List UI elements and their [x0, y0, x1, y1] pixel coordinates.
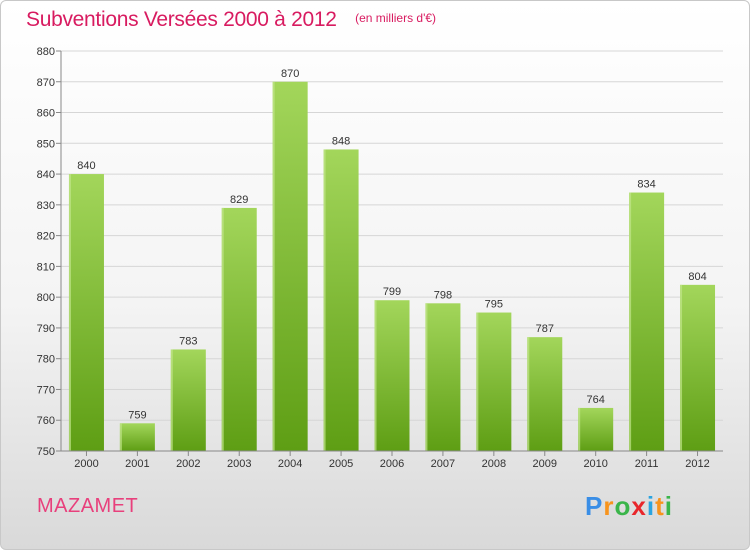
chart-title: Subventions Versées 2000 à 2012 [26, 8, 337, 31]
x-tick-label: 2003 [227, 458, 251, 470]
y-tick-label: 850 [37, 138, 55, 150]
bar [170, 349, 206, 451]
y-tick-label: 770 [37, 384, 55, 396]
bar-layer [68, 81, 716, 452]
logo-letter: x [631, 491, 647, 521]
y-tick-label: 780 [37, 354, 55, 366]
bar [119, 423, 155, 451]
y-tick-label: 880 [37, 46, 55, 58]
bar [578, 407, 614, 451]
bar-highlight [323, 149, 326, 451]
logo-letter: i [646, 491, 656, 521]
x-tick-label: 2001 [125, 458, 149, 470]
logo-letter: i [664, 491, 673, 521]
data-label: 870 [281, 68, 299, 80]
y-tick-label: 830 [37, 200, 55, 212]
data-label: 799 [383, 286, 401, 298]
bar-highlight [68, 174, 71, 452]
data-label: 840 [77, 160, 95, 172]
bar [629, 192, 665, 452]
y-tick-label: 840 [37, 169, 55, 181]
y-tick-label: 860 [37, 108, 55, 120]
logo-letter: t [655, 491, 665, 521]
logo-letter: o [614, 491, 632, 521]
y-tick-label: 870 [37, 77, 55, 89]
bar [527, 337, 563, 451]
bar-highlight [527, 337, 530, 451]
x-tick-label: 2002 [176, 458, 200, 470]
data-label: 764 [587, 394, 605, 406]
label-layer: 840 759 783 829 870 848 799 798 795 787 764 834 804 [77, 68, 706, 422]
data-label: 783 [179, 335, 197, 347]
bar-highlight [476, 312, 479, 451]
data-label: 804 [688, 271, 706, 283]
x-tick-label: 2010 [583, 458, 607, 470]
chart-subtitle: (en milliers d'€) [355, 11, 437, 25]
x-tick-label: 2007 [431, 458, 455, 470]
logo-letter: P [585, 491, 604, 521]
x-tick-label: 2008 [482, 458, 506, 470]
data-label: 759 [128, 409, 146, 421]
x-tick-label: 2000 [74, 458, 98, 470]
data-label: 798 [434, 289, 452, 301]
bar-highlight [374, 300, 377, 451]
bar-highlight [170, 349, 173, 451]
y-tick-label: 790 [37, 323, 55, 335]
bar [272, 81, 308, 452]
x-tick-label: 2009 [533, 458, 557, 470]
axis-layer: 7507607707807908008108208308408508608708… [37, 46, 723, 470]
bar [680, 284, 716, 451]
data-label: 829 [230, 194, 248, 206]
x-tick-label: 2004 [278, 458, 302, 470]
logo-letter: r [603, 491, 615, 521]
bar [374, 300, 410, 451]
bar [221, 207, 257, 451]
y-tick-label: 760 [37, 415, 55, 427]
city-name: MAZAMET [37, 495, 139, 517]
bar [323, 149, 359, 451]
bar [476, 312, 512, 451]
bar [425, 303, 461, 451]
bar-highlight [272, 81, 275, 452]
y-tick-label: 750 [37, 446, 55, 458]
x-tick-label: 2006 [380, 458, 404, 470]
bar-highlight [425, 303, 428, 451]
x-tick-label: 2012 [685, 458, 709, 470]
y-tick-label: 800 [37, 292, 55, 304]
bar-highlight [221, 207, 224, 451]
bar-highlight [629, 192, 632, 452]
y-tick-label: 810 [37, 261, 55, 273]
data-label: 834 [637, 179, 655, 191]
bar [68, 174, 104, 452]
bar-highlight [680, 284, 683, 451]
data-label: 795 [485, 299, 503, 311]
bar-highlight [578, 407, 581, 451]
y-tick-label: 820 [37, 231, 55, 243]
x-tick-label: 2011 [635, 458, 659, 470]
bar-highlight [119, 423, 122, 451]
proxiti-logo: Proxiti [585, 491, 673, 522]
x-tick-label: 2005 [329, 458, 353, 470]
title-row: Subventions Versées 2000 à 2012 (en mill… [26, 8, 436, 32]
data-label: 848 [332, 135, 350, 147]
data-label: 787 [536, 323, 554, 335]
